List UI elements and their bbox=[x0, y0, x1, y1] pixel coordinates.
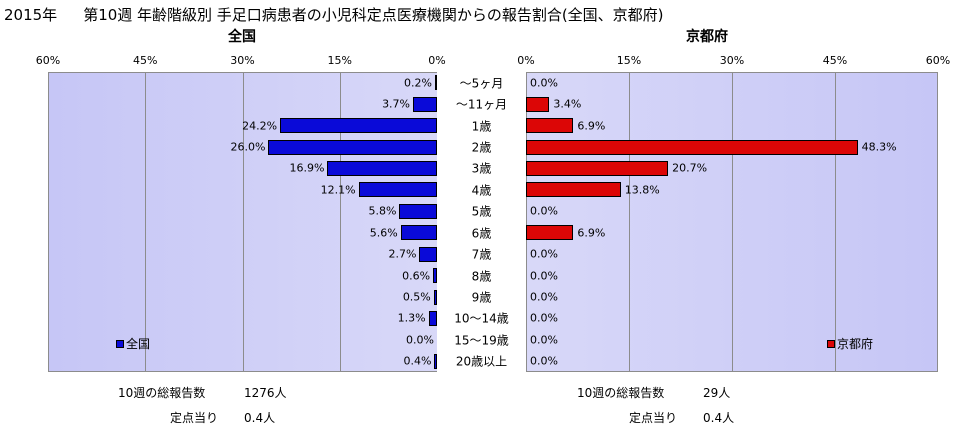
data-label-national: 2.7% bbox=[388, 247, 417, 261]
category-label: 7歳 bbox=[471, 247, 492, 262]
bar-national bbox=[433, 289, 437, 305]
data-label-kyoto: 0.0% bbox=[530, 333, 558, 347]
panel-title-kyoto: 京都府 bbox=[686, 29, 728, 45]
footer-kyoto-per-value: 0.4人 bbox=[703, 411, 735, 425]
category-label: 5歳 bbox=[471, 204, 492, 219]
footer-kyoto-total-value: 29人 bbox=[703, 386, 731, 400]
legend-label-kyoto: 京都府 bbox=[837, 337, 874, 351]
data-label-national: 26.0% bbox=[230, 140, 266, 154]
footer-national-per-value: 0.4人 bbox=[244, 411, 276, 425]
national-plot-area bbox=[48, 72, 438, 372]
data-label-kyoto: 6.9% bbox=[577, 226, 606, 240]
bar-kyoto bbox=[526, 225, 574, 241]
bar-kyoto bbox=[526, 182, 621, 198]
data-label-kyoto: 0.0% bbox=[530, 204, 558, 218]
data-label-kyoto: 20.7% bbox=[672, 161, 708, 175]
footer-national-per-label: 定点当り bbox=[170, 411, 219, 425]
category-label: 4歳 bbox=[471, 183, 492, 198]
chart-title-text: 第10週 年齢階級別 手足口病患者の小児科定点医療機関からの報告割合(全国、京都… bbox=[83, 6, 664, 24]
x-tick-label: 0% bbox=[428, 54, 446, 67]
category-label: 1歳 bbox=[471, 119, 492, 134]
data-label-kyoto: 0.0% bbox=[530, 354, 558, 368]
category-band bbox=[437, 72, 526, 372]
data-label-national: 0.6% bbox=[402, 269, 431, 283]
gridline bbox=[145, 73, 147, 371]
bar-kyoto bbox=[526, 118, 574, 134]
x-tick-label: 30% bbox=[719, 54, 745, 67]
data-label-national: 1.3% bbox=[397, 311, 426, 325]
bar-national bbox=[400, 225, 437, 241]
data-label-national: 3.7% bbox=[382, 97, 411, 111]
gridline bbox=[242, 73, 244, 371]
bar-kyoto bbox=[526, 96, 550, 112]
data-label-national: 0.5% bbox=[402, 290, 431, 304]
x-tick-label: 60% bbox=[925, 54, 951, 67]
data-label-national: 5.6% bbox=[369, 226, 398, 240]
footer-national-total-value: 1276人 bbox=[244, 386, 287, 400]
data-label-kyoto: 48.3% bbox=[861, 140, 897, 154]
bar-national bbox=[419, 246, 437, 262]
data-label-national: 0.0% bbox=[406, 333, 434, 347]
data-label-kyoto: 0.0% bbox=[530, 290, 558, 304]
legend-label-national: 全国 bbox=[126, 337, 151, 351]
data-label-national: 5.8% bbox=[368, 204, 397, 218]
gridline bbox=[629, 73, 630, 371]
category-label: 20歳以上 bbox=[455, 354, 508, 369]
legend-national: 全国 bbox=[116, 335, 150, 352]
bar-national bbox=[280, 118, 437, 134]
data-label-national: 0.4% bbox=[403, 354, 432, 368]
data-label-kyoto: 3.4% bbox=[553, 97, 582, 111]
data-label-kyoto: 0.0% bbox=[530, 247, 558, 261]
category-label: ～11ヶ月 bbox=[455, 97, 508, 112]
data-label-national: 24.2% bbox=[242, 119, 278, 133]
x-tick-label: 0% bbox=[517, 54, 535, 67]
kyoto-plot-area bbox=[526, 72, 938, 372]
x-tick-label: 30% bbox=[230, 54, 255, 67]
bar-national bbox=[327, 160, 437, 176]
gridline bbox=[732, 73, 733, 371]
bar-national bbox=[413, 96, 437, 112]
bar-kyoto bbox=[526, 139, 858, 155]
panel-title-national: 全国 bbox=[228, 29, 256, 45]
data-label-national: 16.9% bbox=[289, 161, 325, 175]
category-label: ～5ヶ月 bbox=[459, 76, 504, 91]
data-label-kyoto: 0.0% bbox=[530, 311, 558, 325]
x-tick-label: 15% bbox=[616, 54, 642, 67]
bar-national bbox=[428, 310, 437, 326]
bar-kyoto bbox=[526, 160, 669, 176]
bar-national bbox=[268, 139, 437, 155]
category-label: 10～14歳 bbox=[454, 311, 509, 326]
legend-swatch-kyoto bbox=[827, 339, 835, 348]
data-label-national: 12.1% bbox=[320, 183, 356, 197]
footer-national-total-label: 10週の総報告数 bbox=[118, 386, 206, 400]
data-label-kyoto: 0.0% bbox=[530, 269, 558, 283]
footer-kyoto-total-label: 10週の総報告数 bbox=[577, 386, 665, 400]
data-label-national: 0.2% bbox=[404, 76, 432, 90]
data-label-kyoto: 0.0% bbox=[530, 76, 558, 90]
gridline bbox=[339, 73, 341, 371]
bar-national bbox=[399, 203, 437, 219]
category-label: 15～19歳 bbox=[454, 333, 509, 348]
bar-national bbox=[358, 182, 437, 198]
footer-kyoto-per-label: 定点当り bbox=[629, 411, 678, 425]
bar-national bbox=[434, 353, 437, 369]
bar-national bbox=[435, 75, 437, 91]
bar-national bbox=[433, 268, 437, 284]
category-label: 3歳 bbox=[471, 161, 492, 176]
x-tick-label: 15% bbox=[327, 54, 352, 67]
chart-year: 2015年 bbox=[4, 6, 58, 24]
chart-title: 2015年 第10週 年齢階級別 手足口病患者の小児科定点医療機関からの報告割合(… bbox=[4, 4, 664, 25]
data-label-kyoto: 13.8% bbox=[624, 183, 660, 197]
category-label: 9歳 bbox=[471, 290, 492, 305]
legend-kyoto: 京都府 bbox=[827, 335, 873, 352]
category-label: 8歳 bbox=[471, 269, 492, 284]
x-tick-label: 45% bbox=[822, 54, 848, 67]
x-tick-label: 60% bbox=[35, 54, 61, 67]
category-label: 6歳 bbox=[471, 226, 492, 241]
category-label: 2歳 bbox=[471, 140, 492, 155]
gridline bbox=[835, 73, 836, 371]
data-label-kyoto: 6.9% bbox=[577, 119, 606, 133]
x-tick-label: 45% bbox=[133, 54, 158, 67]
legend-swatch-national bbox=[116, 339, 124, 348]
